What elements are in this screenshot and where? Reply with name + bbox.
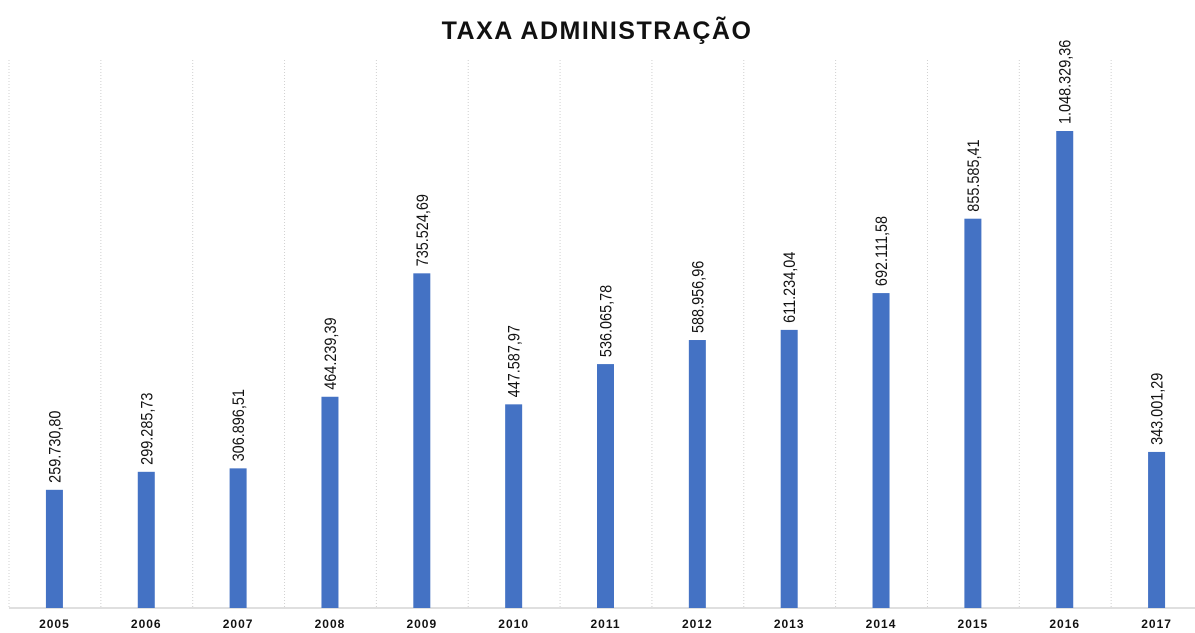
bar xyxy=(137,471,155,608)
bar xyxy=(1148,451,1166,608)
x-tick-label: 2010 xyxy=(498,617,529,631)
bar xyxy=(1056,131,1074,608)
bar xyxy=(505,404,523,608)
bar xyxy=(413,273,431,608)
value-label: 536.065,78 xyxy=(597,285,615,357)
value-label: 447.587,97 xyxy=(506,325,524,397)
bar xyxy=(964,218,982,608)
value-label: 855.585,41 xyxy=(965,139,983,211)
value-label: 299.285,73 xyxy=(138,392,156,464)
x-tick-label: 2005 xyxy=(39,617,70,631)
value-label: 735.524,69 xyxy=(414,194,432,266)
value-label: 1.048.329,36 xyxy=(1057,39,1075,124)
value-label: 588.956,96 xyxy=(689,261,707,333)
bar xyxy=(229,468,247,608)
bar xyxy=(872,293,890,608)
value-label: 611.234,04 xyxy=(781,251,799,322)
x-tick-label: 2007 xyxy=(223,617,254,631)
x-tick-label: 2015 xyxy=(958,617,989,631)
bar xyxy=(321,396,339,608)
value-label: 306.896,51 xyxy=(230,389,248,461)
value-label: 692.111,58 xyxy=(873,216,891,286)
x-tick-label: 2009 xyxy=(406,617,437,631)
x-tick-label: 2011 xyxy=(590,617,620,631)
bar xyxy=(688,340,706,608)
x-tick-label: 2016 xyxy=(1049,617,1080,631)
bar xyxy=(780,329,798,608)
value-label: 259.730,80 xyxy=(46,410,64,482)
value-label: 343.001,29 xyxy=(1149,372,1167,444)
x-tick-label: 2017 xyxy=(1141,617,1172,631)
x-tick-label: 2013 xyxy=(774,617,805,631)
value-label: 464.239,39 xyxy=(322,317,340,389)
x-tick-label: 2014 xyxy=(866,617,897,631)
bar xyxy=(597,364,614,608)
x-tick-label: 2012 xyxy=(682,617,713,631)
x-tick-label: 2008 xyxy=(315,617,346,631)
bar xyxy=(45,489,63,608)
x-tick-label: 2006 xyxy=(131,617,162,631)
chart-title: TAXA ADMINISTRAÇÃO xyxy=(442,15,753,45)
